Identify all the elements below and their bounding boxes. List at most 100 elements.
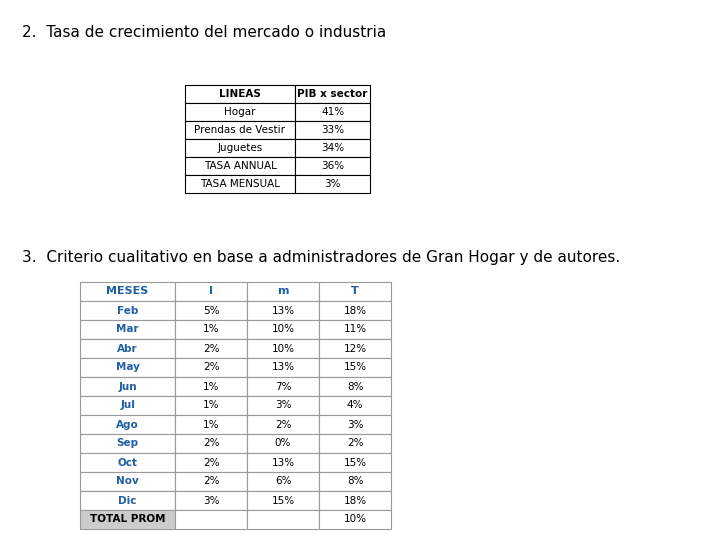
Bar bbox=[295, 175, 370, 193]
Bar bbox=[247, 301, 319, 320]
Bar bbox=[185, 103, 295, 121]
Bar bbox=[185, 175, 295, 193]
Bar bbox=[319, 434, 391, 453]
Bar bbox=[175, 301, 247, 320]
Bar bbox=[247, 282, 319, 301]
Text: 2%: 2% bbox=[203, 343, 220, 354]
Text: 5%: 5% bbox=[203, 306, 220, 315]
Text: 2%: 2% bbox=[203, 476, 220, 487]
Text: 18%: 18% bbox=[343, 306, 366, 315]
Text: 36%: 36% bbox=[321, 161, 344, 171]
Bar bbox=[247, 320, 319, 339]
Text: Ago: Ago bbox=[116, 420, 139, 429]
Bar bbox=[295, 139, 370, 157]
Text: 15%: 15% bbox=[271, 496, 294, 505]
Text: 41%: 41% bbox=[321, 107, 344, 117]
Bar bbox=[319, 301, 391, 320]
Bar bbox=[80, 282, 175, 301]
Bar bbox=[247, 415, 319, 434]
Text: 18%: 18% bbox=[343, 496, 366, 505]
Text: Feb: Feb bbox=[117, 306, 138, 315]
Text: 3%: 3% bbox=[324, 179, 341, 189]
Bar bbox=[80, 301, 175, 320]
Text: MESES: MESES bbox=[107, 287, 148, 296]
Text: Mar: Mar bbox=[116, 325, 139, 334]
Bar bbox=[295, 157, 370, 175]
Bar bbox=[319, 510, 391, 529]
Text: Oct: Oct bbox=[117, 457, 138, 468]
Text: 8%: 8% bbox=[347, 381, 364, 391]
Text: 3.  Criterio cualitativo en base a administradores de Gran Hogar y de autores.: 3. Criterio cualitativo en base a admini… bbox=[22, 250, 620, 265]
Text: T: T bbox=[351, 287, 359, 296]
Bar bbox=[80, 453, 175, 472]
Bar bbox=[247, 453, 319, 472]
Text: 15%: 15% bbox=[343, 457, 366, 468]
Bar bbox=[80, 377, 175, 396]
Text: 1%: 1% bbox=[203, 420, 220, 429]
Text: 13%: 13% bbox=[271, 457, 294, 468]
Bar bbox=[247, 396, 319, 415]
Text: 2%: 2% bbox=[203, 438, 220, 449]
Text: Prendas de Vestir: Prendas de Vestir bbox=[194, 125, 286, 135]
Bar bbox=[319, 282, 391, 301]
Bar bbox=[295, 103, 370, 121]
Bar bbox=[175, 320, 247, 339]
Bar bbox=[80, 510, 175, 529]
Text: Nov: Nov bbox=[116, 476, 139, 487]
Text: 2%: 2% bbox=[275, 420, 292, 429]
Text: 12%: 12% bbox=[343, 343, 366, 354]
Bar bbox=[80, 396, 175, 415]
Bar bbox=[175, 339, 247, 358]
Bar bbox=[319, 358, 391, 377]
Text: 13%: 13% bbox=[271, 362, 294, 373]
Bar bbox=[175, 396, 247, 415]
Bar bbox=[319, 396, 391, 415]
Bar bbox=[80, 472, 175, 491]
Bar bbox=[175, 491, 247, 510]
Text: 2.  Tasa de crecimiento del mercado o industria: 2. Tasa de crecimiento del mercado o ind… bbox=[22, 25, 386, 40]
Text: Jun: Jun bbox=[118, 381, 137, 391]
Text: 10%: 10% bbox=[271, 325, 294, 334]
Text: 4%: 4% bbox=[347, 401, 364, 410]
Text: 3%: 3% bbox=[347, 420, 364, 429]
Bar bbox=[295, 121, 370, 139]
Text: 34%: 34% bbox=[321, 143, 344, 153]
Text: 10%: 10% bbox=[271, 343, 294, 354]
Bar bbox=[175, 510, 247, 529]
Bar bbox=[247, 358, 319, 377]
Bar bbox=[319, 415, 391, 434]
Text: 33%: 33% bbox=[321, 125, 344, 135]
Bar bbox=[175, 453, 247, 472]
Bar bbox=[319, 491, 391, 510]
Bar bbox=[319, 472, 391, 491]
Bar bbox=[175, 377, 247, 396]
Bar bbox=[295, 85, 370, 103]
Text: I: I bbox=[209, 287, 213, 296]
Bar bbox=[80, 491, 175, 510]
Bar bbox=[175, 282, 247, 301]
Text: TASA MENSUAL: TASA MENSUAL bbox=[200, 179, 280, 189]
Text: 6%: 6% bbox=[275, 476, 292, 487]
Text: 1%: 1% bbox=[203, 325, 220, 334]
Text: May: May bbox=[116, 362, 140, 373]
Text: Abr: Abr bbox=[117, 343, 138, 354]
Text: 0%: 0% bbox=[275, 438, 291, 449]
Text: 2%: 2% bbox=[347, 438, 364, 449]
Text: PIB x sector: PIB x sector bbox=[297, 89, 368, 99]
Text: 7%: 7% bbox=[275, 381, 292, 391]
Text: Dic: Dic bbox=[118, 496, 137, 505]
Bar bbox=[319, 320, 391, 339]
Bar bbox=[247, 491, 319, 510]
Text: Hogar: Hogar bbox=[224, 107, 256, 117]
Bar bbox=[175, 434, 247, 453]
Bar bbox=[185, 157, 295, 175]
Text: 3%: 3% bbox=[275, 401, 292, 410]
Bar bbox=[185, 85, 295, 103]
Text: Sep: Sep bbox=[117, 438, 138, 449]
Bar bbox=[80, 358, 175, 377]
Bar bbox=[247, 377, 319, 396]
Bar bbox=[247, 434, 319, 453]
Bar bbox=[175, 415, 247, 434]
Text: 13%: 13% bbox=[271, 306, 294, 315]
Text: TASA ANNUAL: TASA ANNUAL bbox=[204, 161, 276, 171]
